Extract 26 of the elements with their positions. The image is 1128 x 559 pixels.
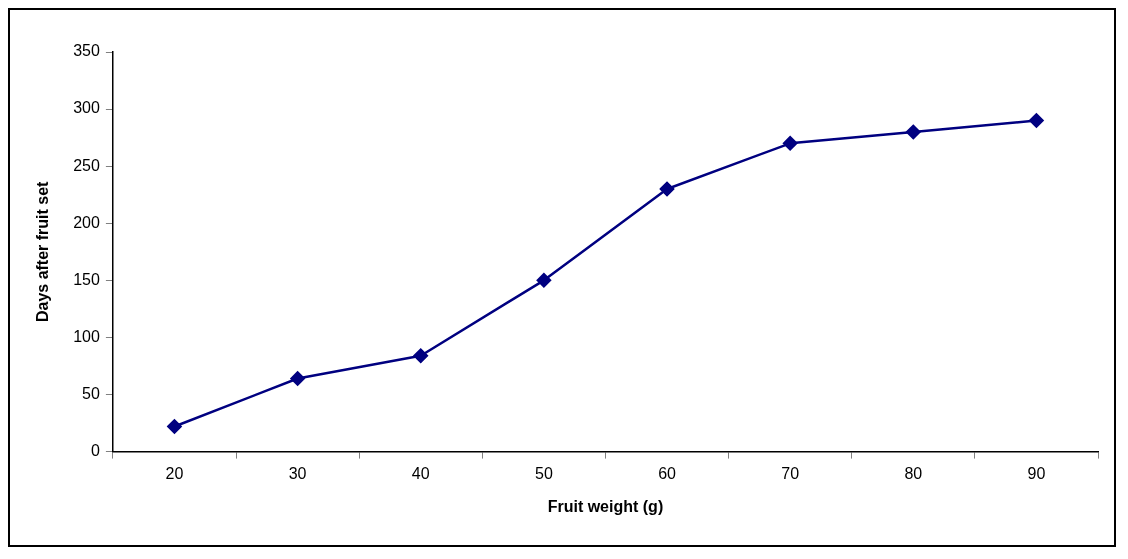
y-tick-label: 0 xyxy=(90,442,100,460)
x-tick-label: 20 xyxy=(165,464,184,482)
point xyxy=(906,124,921,140)
x-tick-label: 60 xyxy=(658,464,677,482)
x-tick-label: 90 xyxy=(1027,464,1046,482)
point xyxy=(167,419,182,434)
x-tick-label: 80 xyxy=(904,464,923,482)
y-tick-label: 250 xyxy=(73,156,100,174)
y-tick-label: 100 xyxy=(73,327,100,345)
x-tick-label: 70 xyxy=(781,464,800,482)
point xyxy=(536,273,552,288)
x-tick-label: 40 xyxy=(411,464,430,482)
x-tick-label: 50 xyxy=(534,464,553,482)
x-axis-title: Fruit weight (g) xyxy=(547,497,664,515)
y-tick-label: 50 xyxy=(82,384,100,402)
y-tick-label: 200 xyxy=(73,213,100,231)
x-tick-label: 30 xyxy=(288,464,307,482)
point xyxy=(782,136,798,151)
point xyxy=(659,181,675,197)
point xyxy=(1029,113,1044,128)
y-tick-label: 350 xyxy=(73,42,100,60)
point xyxy=(413,348,428,363)
y-tick-label: 150 xyxy=(73,270,100,288)
y-axis-title: Days after fruit set xyxy=(34,180,52,323)
point xyxy=(290,371,305,386)
y-tick-label: 300 xyxy=(73,99,100,117)
